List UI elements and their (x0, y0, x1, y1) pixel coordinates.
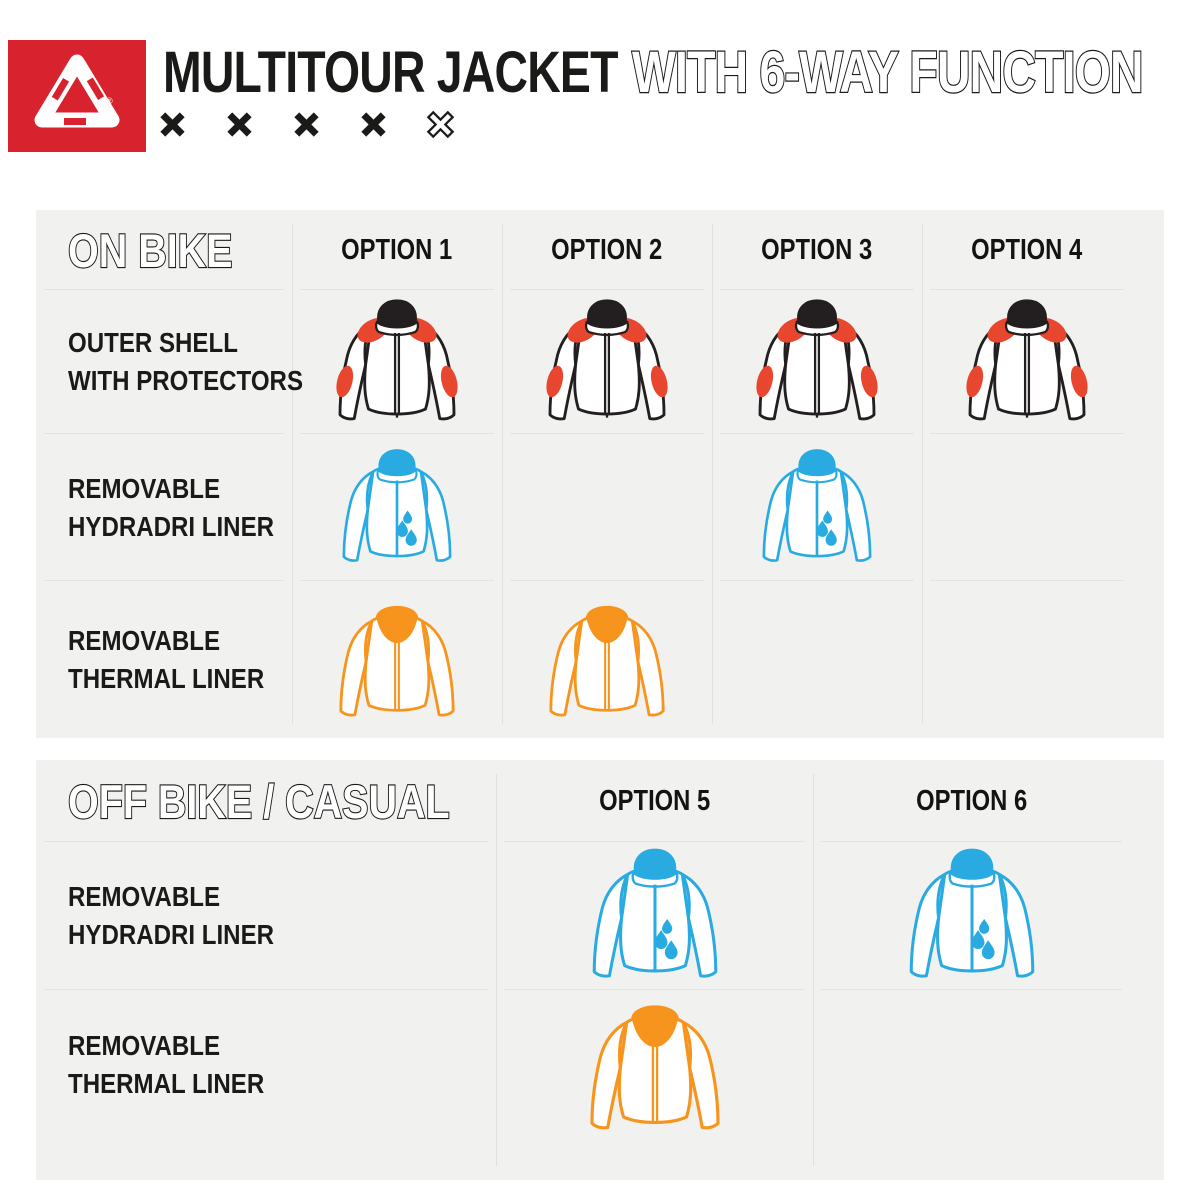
cell-on-bike-opt1-thermal (292, 581, 502, 738)
cell-on-bike-opt2-thermal (502, 581, 712, 738)
column-header-label: OPTION 2 (551, 233, 663, 266)
row-label-text: REMOVABLE THERMAL LINER (68, 624, 265, 694)
table-heading: OFF BIKE / CASUAL (67, 773, 450, 828)
table-heading: ON BIKE (67, 222, 233, 277)
table-grid: OFF BIKE / CASUAL OPTION 5 OPTION 6 REMOVAB… (36, 760, 1164, 1140)
jacket-thermal-icon (532, 594, 682, 725)
x-mark-solid-icon (359, 110, 388, 139)
column-divider (496, 774, 497, 1166)
column-divider (813, 774, 814, 1166)
x-mark-outline-icon (426, 110, 455, 139)
row-label-text: REMOVABLE THERMAL LINER (68, 1030, 265, 1099)
cell-off-bike-opt2-thermal (813, 990, 1130, 1140)
x-mark-solid-icon (225, 110, 254, 139)
brand-triangle-icon (34, 54, 120, 128)
cell-on-bike-opt4-thermal (922, 581, 1132, 738)
row-label-hydradri: REMOVABLE HYDRADRI LINER (36, 434, 292, 581)
column-header-label: OPTION 4 (971, 233, 1083, 266)
cell-on-bike-opt3-hydradri (712, 434, 922, 581)
cell-off-bike-opt1-hydradri (496, 842, 813, 990)
x-mark-solid-icon (292, 110, 321, 139)
x-mark-solid-icon (158, 110, 187, 139)
jacket-shell-icon (741, 296, 893, 429)
table-heading-cell: OFF BIKE / CASUAL (36, 760, 496, 842)
cell-on-bike-opt4-shell (922, 290, 1132, 434)
column-divider (292, 224, 293, 724)
cell-on-bike-opt1-shell (292, 290, 502, 434)
jacket-shell-icon (531, 296, 683, 429)
column-header-option-1: OPTION 1 (292, 210, 502, 290)
jacket-shell-icon (951, 296, 1103, 429)
column-header-option-2: OPTION 6 (813, 760, 1130, 842)
x-marks (158, 107, 455, 141)
off-bike-table: OFF BIKE / CASUAL OPTION 5 OPTION 6 REMOVAB… (36, 760, 1164, 1180)
cell-on-bike-opt2-shell (502, 290, 712, 434)
table-grid: ON BIKE OPTION 1 OPTION 2 OPTION 3 OPTION 4 O… (36, 210, 1164, 738)
jacket-hydradri-icon (891, 845, 1053, 987)
title-product-name: MULTITOUR JACKET (163, 39, 618, 105)
row-label-text: REMOVABLE HYDRADRI LINER (68, 881, 275, 950)
row-label-shell: OUTER SHELL WITH PROTECTORS (36, 290, 303, 434)
cell-on-bike-opt2-hydradri (502, 434, 712, 581)
column-header-label: OPTION 5 (598, 784, 710, 817)
jacket-hydradri-icon (574, 845, 736, 987)
acerbis-logo: ® (8, 40, 146, 152)
cell-on-bike-opt4-hydradri (922, 434, 1132, 581)
column-divider (922, 224, 923, 724)
cell-on-bike-opt1-hydradri (292, 434, 502, 581)
row-label-text: REMOVABLE HYDRADRI LINER (68, 472, 275, 542)
column-header-option-1: OPTION 5 (496, 760, 813, 842)
page-title: MULTITOUR JACKET WITH 6-WAY FUNCTION (163, 36, 1144, 108)
cell-on-bike-opt3-thermal (712, 581, 922, 738)
column-header-label: OPTION 6 (915, 784, 1027, 817)
row-label-thermal: REMOVABLE THERMAL LINER (36, 990, 496, 1140)
jacket-shell-icon (321, 296, 473, 429)
row-label-hydradri: REMOVABLE HYDRADRI LINER (36, 842, 496, 990)
jacket-hydradri-icon (326, 446, 468, 570)
cell-on-bike-opt3-shell (712, 290, 922, 434)
row-label-thermal: REMOVABLE THERMAL LINER (36, 581, 292, 738)
column-divider (712, 224, 713, 724)
column-header-label: OPTION 1 (341, 233, 453, 266)
row-label-text: OUTER SHELL WITH PROTECTORS (68, 327, 304, 396)
cell-off-bike-opt2-hydradri (813, 842, 1130, 990)
column-header-label: OPTION 3 (761, 233, 873, 266)
column-header-option-2: OPTION 2 (502, 210, 712, 290)
column-header-option-4: OPTION 4 (922, 210, 1132, 290)
jacket-hydradri-icon (746, 446, 888, 570)
cell-off-bike-opt1-thermal (496, 990, 813, 1140)
registered-mark: ® (106, 96, 113, 106)
jacket-thermal-icon (571, 992, 739, 1139)
table-heading-cell: ON BIKE (36, 210, 292, 290)
column-divider (502, 224, 503, 724)
on-bike-table: ON BIKE OPTION 1 OPTION 2 OPTION 3 OPTION 4 O… (36, 210, 1164, 738)
title-function-tagline: WITH 6-WAY FUNCTION (631, 38, 1144, 105)
jacket-thermal-icon (322, 594, 472, 725)
column-header-option-3: OPTION 3 (712, 210, 922, 290)
